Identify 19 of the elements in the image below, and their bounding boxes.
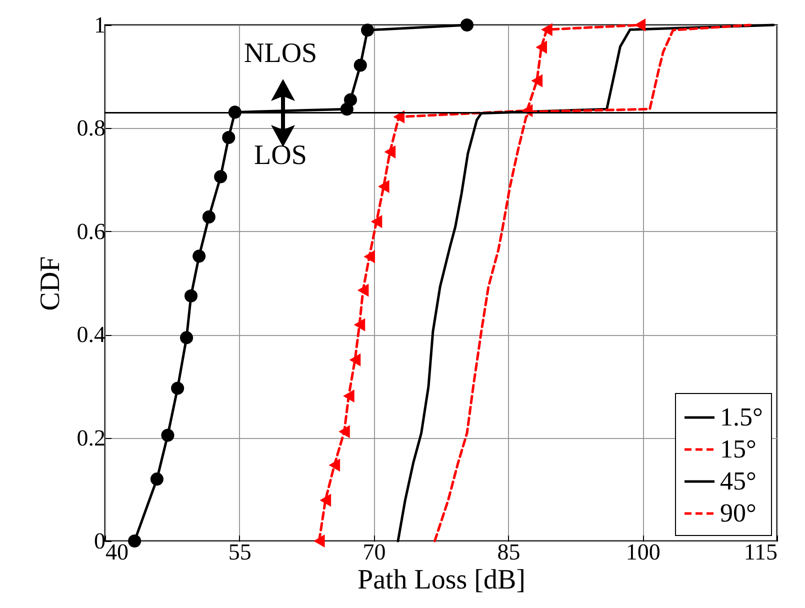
y-axis-title: CDF: [34, 256, 66, 311]
x-tick-label: 100: [626, 540, 660, 564]
legend-label: 45°: [720, 466, 756, 496]
y-tick-label: 0: [94, 528, 106, 554]
y-tick-label: 0.2: [76, 425, 106, 450]
annotation: LOS: [254, 140, 307, 171]
legend-label: 90°: [720, 498, 756, 528]
annotation: NLOS: [244, 38, 318, 69]
legend-label: 15°: [720, 434, 756, 464]
y-tick-label: 1: [94, 12, 106, 38]
legend-label: 1.5°: [720, 402, 763, 432]
x-tick-label: 70: [362, 540, 386, 564]
x-tick-label: 40: [106, 540, 128, 564]
x-tick-label: 115: [744, 540, 778, 564]
y-tick-label: 0.8: [76, 116, 106, 141]
y-tick-label: 0.6: [76, 218, 106, 244]
x-tick-label: 85: [497, 540, 520, 564]
x-axis-title: Path Loss [dB]: [358, 564, 526, 596]
x-tick-label: 55: [228, 540, 252, 564]
